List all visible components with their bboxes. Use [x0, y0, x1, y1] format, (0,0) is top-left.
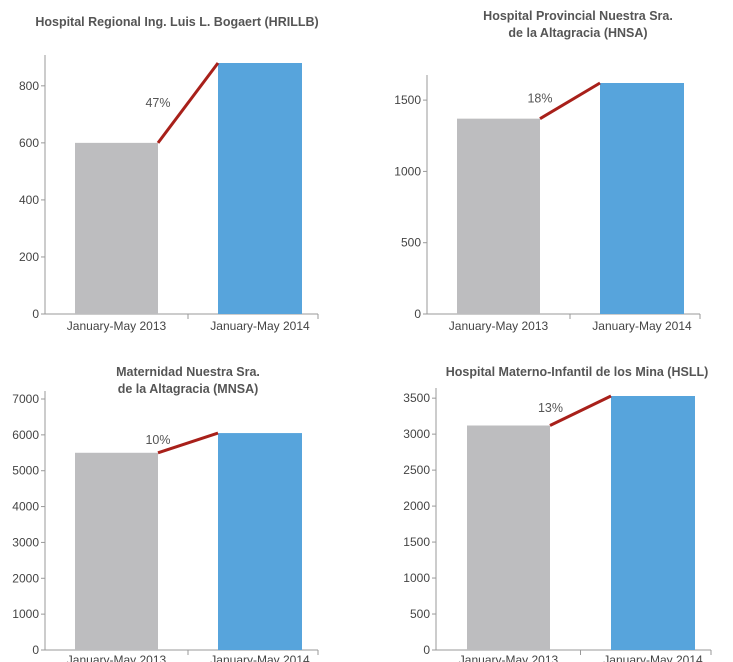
chart-4-title: Hospital Materno-Infantil de los Mina (H…: [446, 365, 709, 379]
chart-1-y-tick-label: 600: [19, 136, 39, 150]
chart-4-y-tick-label: 1500: [403, 535, 430, 549]
chart-3-trend-line: [157, 431, 219, 455]
chart-3-title: de la Altagracia (MNSA): [118, 382, 259, 396]
chart-1-y-tick-label: 0: [32, 307, 39, 321]
chart-2-y-tick-label: 500: [401, 236, 421, 250]
chart-2-bar-2: [600, 83, 684, 314]
chart-3-y-tick-label: 1000: [12, 607, 39, 621]
chart-3-category-label: January-May 2014: [210, 653, 310, 662]
chart-1-category-label: January-May 2014: [210, 319, 310, 333]
chart-4-y-tick-label: 0: [423, 643, 430, 657]
chart-4-y-tick-label: 2500: [403, 463, 430, 477]
chart-4-bar-2: [611, 396, 695, 650]
chart-2-change-label: 18%: [527, 92, 552, 106]
chart-2-category-label: January-May 2013: [449, 319, 549, 333]
chart-2-title: de la Altagracia (HNSA): [508, 26, 647, 40]
chart-2-title: Hospital Provincial Nuestra Sra.: [483, 9, 673, 23]
chart-1-y-tick-label: 400: [19, 193, 39, 207]
chart-4-bar-1: [467, 425, 550, 650]
chart-4-category-label: January-May 2014: [603, 653, 703, 662]
chart-1-trend-line: [156, 62, 220, 144]
chart-1-y-tick-label: 800: [19, 79, 39, 93]
chart-3-bar-2: [218, 433, 302, 650]
chart-3-y-tick-label: 2000: [12, 571, 39, 585]
chart-3-y-tick-label: 0: [32, 643, 39, 657]
chart-3-y-tick-label: 4000: [12, 500, 39, 514]
chart-1-title: Hospital Regional Ing. Luis L. Bogaert (…: [35, 15, 318, 29]
chart-4-y-tick-label: 3000: [403, 427, 430, 441]
chart-1-bar-2: [218, 63, 302, 314]
chart-4-y-tick-label: 500: [410, 607, 430, 621]
chart-2-category-label: January-May 2014: [592, 319, 692, 333]
chart-2-y-tick-label: 1500: [394, 93, 421, 107]
chart-3-y-tick-label: 5000: [12, 464, 39, 478]
chart-4-y-tick-label: 1000: [403, 571, 430, 585]
chart-3-change-label: 10%: [145, 433, 170, 447]
chart-1-bar-1: [75, 142, 158, 314]
chart-2-trend-line: [539, 81, 601, 120]
chart-4-y-tick-label: 2000: [403, 499, 430, 513]
chart-2-y-tick-label: 0: [414, 307, 421, 321]
chart-3-y-tick-label: 3000: [12, 535, 39, 549]
chart-2-y-tick-label: 1000: [394, 164, 421, 178]
chart-4-trend-line: [549, 394, 612, 427]
chart-2-bar-1: [457, 118, 540, 314]
chart-3-y-tick-label: 6000: [12, 428, 39, 442]
chart-3-y-tick-label: 7000: [12, 392, 39, 406]
chart-1-y-tick-label: 200: [19, 250, 39, 264]
chart-4-change-label: 13%: [538, 401, 563, 415]
chart-4-y-tick-label: 3500: [403, 391, 430, 405]
chart-1-category-label: January-May 2013: [67, 319, 167, 333]
chart-3-bar-1: [75, 452, 158, 650]
chart-1-change-label: 47%: [145, 96, 170, 110]
chart-3-category-label: January-May 2013: [67, 653, 167, 662]
chart-4-category-label: January-May 2013: [459, 653, 559, 662]
chart-3-title: Maternidad Nuestra Sra.: [116, 365, 260, 379]
